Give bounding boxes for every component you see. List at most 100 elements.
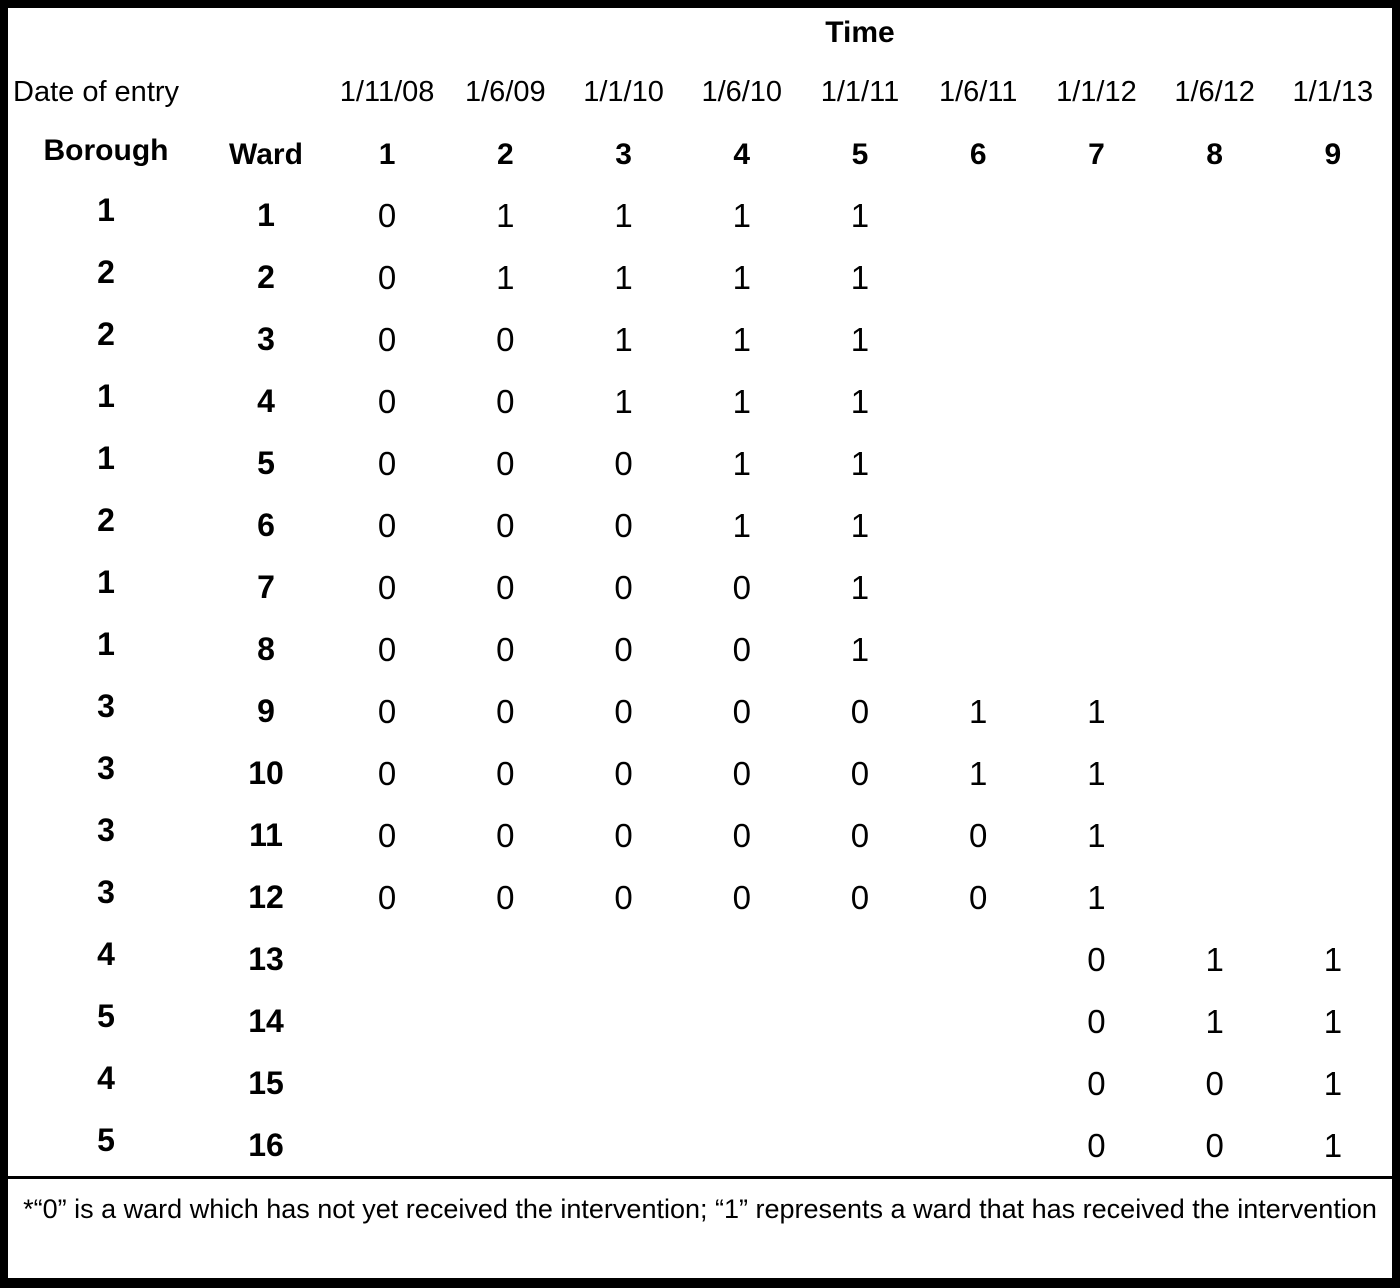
intervention-value-cell: 0 xyxy=(614,692,633,730)
borough-value-text: 2 xyxy=(97,502,115,538)
intervention-value-cell xyxy=(1274,370,1392,432)
ward-value: 15 xyxy=(248,1065,284,1101)
borough-value-text: 4 xyxy=(97,1060,115,1096)
intervention-value-cell xyxy=(1037,308,1155,370)
intervention-value-cell: 1 xyxy=(969,692,988,730)
intervention-value-cell xyxy=(328,1114,446,1176)
intervention-value-cell xyxy=(1274,680,1392,742)
borough-value-text: 5 xyxy=(97,998,115,1034)
intervention-value-cell xyxy=(564,1114,682,1176)
intervention-value-cell: 0 xyxy=(377,878,397,916)
intervention-value-cell: 0 xyxy=(496,630,515,668)
intervention-value-cell xyxy=(919,1052,1037,1114)
borough-value: 3 xyxy=(8,866,204,928)
period-header: 1 xyxy=(378,138,396,171)
intervention-value-cell: 0 xyxy=(969,816,988,854)
intervention-value-cell xyxy=(919,1114,1037,1176)
intervention-value-cell: 0 xyxy=(377,506,397,544)
intervention-value-cell xyxy=(1156,742,1274,804)
borough-value: 2 xyxy=(8,246,204,308)
table-row: 3 11 0 0 0 0 0 0 1 xyxy=(8,804,1392,866)
period-header: 7 xyxy=(1088,138,1105,171)
intervention-value-cell: 0 xyxy=(1087,940,1106,978)
intervention-value-cell: 1 xyxy=(614,382,633,420)
intervention-value-cell xyxy=(564,928,682,990)
footnote: *“0” is a ward which has not yet receive… xyxy=(23,1194,1377,1224)
intervention-value-cell: 1 xyxy=(1087,816,1106,854)
date-of-entry-row: Date of entry 1/11/08 1/6/09 1/1/10 1/6/… xyxy=(8,58,1392,126)
borough-header-text: Borough xyxy=(43,134,169,167)
borough-header: Borough xyxy=(8,126,204,184)
ward-value: 10 xyxy=(248,755,284,791)
ward-value: 16 xyxy=(248,1127,284,1163)
intervention-value-cell xyxy=(683,928,801,990)
borough-value-text: 3 xyxy=(97,812,115,848)
intervention-value-cell: 0 xyxy=(732,568,751,606)
borough-value-text: 3 xyxy=(97,688,115,724)
intervention-value-cell xyxy=(1156,184,1274,246)
intervention-value-cell xyxy=(446,1052,564,1114)
intervention-value-cell xyxy=(1156,866,1274,928)
intervention-value-cell: 1 xyxy=(1323,1002,1343,1040)
intervention-value-cell: 0 xyxy=(377,196,397,234)
intervention-value-cell xyxy=(1274,556,1392,618)
intervention-value-cell: 0 xyxy=(732,816,751,854)
borough-value: 4 xyxy=(8,1052,204,1114)
intervention-value-cell xyxy=(1274,866,1392,928)
intervention-value-cell: 0 xyxy=(850,816,870,854)
intervention-value-cell xyxy=(1156,246,1274,308)
intervention-table: Time Date of entry 1/11/08 1/6/09 1/1/10… xyxy=(8,8,1392,1176)
intervention-value-cell xyxy=(1156,370,1274,432)
table-row: 3 12 0 0 0 0 0 0 1 xyxy=(8,866,1392,928)
borough-value: 5 xyxy=(8,990,204,1052)
borough-value: 5 xyxy=(8,1114,204,1176)
intervention-value-cell: 1 xyxy=(732,506,751,544)
intervention-value-cell xyxy=(919,308,1037,370)
intervention-value-cell xyxy=(1037,246,1155,308)
intervention-value-cell: 1 xyxy=(1205,940,1224,978)
date-of-entry-label: Date of entry xyxy=(13,75,180,108)
intervention-value-cell xyxy=(564,1052,682,1114)
intervention-value-cell xyxy=(801,1114,919,1176)
borough-value: 2 xyxy=(8,308,204,370)
ward-value: 14 xyxy=(248,1003,284,1039)
intervention-value-cell: 0 xyxy=(377,568,397,606)
intervention-value-cell: 1 xyxy=(850,506,870,544)
intervention-value-cell: 0 xyxy=(496,816,515,854)
intervention-value-cell: 0 xyxy=(1205,1126,1224,1164)
borough-value: 1 xyxy=(8,556,204,618)
intervention-value-cell xyxy=(919,990,1037,1052)
borough-value: 3 xyxy=(8,742,204,804)
intervention-value-cell xyxy=(919,618,1037,680)
intervention-value-cell xyxy=(919,432,1037,494)
intervention-value-cell: 0 xyxy=(496,444,515,482)
intervention-value-cell: 1 xyxy=(850,258,870,296)
period-header: 8 xyxy=(1206,138,1223,171)
table-row: 1 4 0 0 1 1 1 xyxy=(8,370,1392,432)
borough-value-text: 1 xyxy=(97,378,115,414)
table-row: 2 2 0 1 1 1 1 xyxy=(8,246,1392,308)
intervention-value-cell: 0 xyxy=(614,630,633,668)
intervention-value-cell: 0 xyxy=(732,692,751,730)
intervention-value-cell: 1 xyxy=(1087,754,1106,792)
time-row-spacer xyxy=(8,8,328,58)
intervention-value-cell: 0 xyxy=(614,568,633,606)
intervention-value-cell: 0 xyxy=(614,506,633,544)
intervention-value-cell: 1 xyxy=(732,320,751,358)
intervention-value-cell: 1 xyxy=(1323,940,1343,978)
date-header: 1/6/11 xyxy=(938,75,1018,108)
intervention-value-cell xyxy=(801,928,919,990)
ward-value: 1 xyxy=(257,197,275,233)
intervention-value-cell: 1 xyxy=(850,568,870,606)
intervention-value-cell: 1 xyxy=(732,382,751,420)
intervention-value-cell: 0 xyxy=(377,816,397,854)
table-row: 2 3 0 0 1 1 1 xyxy=(8,308,1392,370)
intervention-value-cell xyxy=(1274,246,1392,308)
intervention-value-cell: 1 xyxy=(614,196,633,234)
intervention-value-cell: 0 xyxy=(496,754,515,792)
ward-value: 8 xyxy=(257,631,275,667)
intervention-value-cell xyxy=(1274,742,1392,804)
borough-value-text: 1 xyxy=(97,192,115,228)
table-row: 3 9 0 0 0 0 0 1 1 xyxy=(8,680,1392,742)
ward-value: 11 xyxy=(249,817,283,853)
